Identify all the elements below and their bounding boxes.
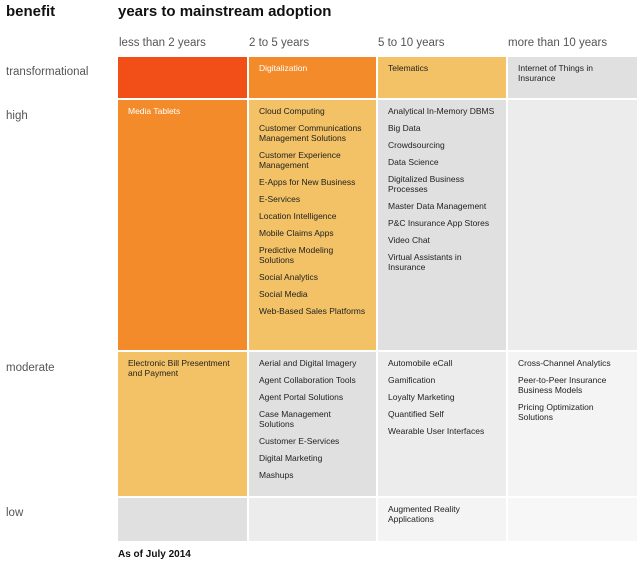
technology-item: Analytical In-Memory DBMS [388,106,495,116]
as-of-date: As of July 2014 [118,549,191,560]
technology-item: Peer-to-Peer Insurance Business Models [518,375,607,395]
technology-item: Data Science [388,157,439,167]
technology-item: Electronic Bill Presentment and Payment [128,358,230,378]
technology-item: Big Data [388,123,421,133]
technology-item: Digitalized Business Processes [388,174,465,194]
column-header-less-than-2-years: less than 2 years [119,37,206,49]
chart-title: years to mainstream adoption [118,3,332,20]
technology-item: Customer Experience Management [259,150,341,170]
technology-item: Augmented Reality Applications [388,504,460,524]
technology-item: Agent Portal Solutions [259,392,344,402]
technology-item: Pricing Optimization Solutions [518,402,594,422]
technology-item: Social Analytics [259,272,319,282]
technology-item: Web-Based Sales Platforms [259,306,366,316]
technology-item: Cross-Channel Analytics [518,358,611,368]
benefit-heading: benefit [6,3,56,20]
technology-item: Digital Marketing [259,453,323,463]
cell-high-2-to-5-years: Cloud Computing Customer Communications M… [249,100,376,350]
cell-moderate-2-to-5-years: Aerial and Digital Imagery Agent Collabor… [249,352,376,496]
technology-item: Master Data Management [388,201,487,211]
technology-item: Cloud Computing [259,106,325,116]
cell-low-2-to-5-years [249,498,376,541]
cell-low-5-to-10-years: Augmented Reality Applications [378,498,506,541]
technology-item: Media Tablets [128,106,181,116]
technology-item: Aerial and Digital Imagery [259,358,357,368]
technology-item: E-Services [259,194,301,204]
technology-item: Customer E-Services [259,436,340,446]
technology-item: Predictive Modeling Solutions [259,245,334,265]
row-header-moderate: moderate [6,362,55,374]
cell-high-less-than-2-years: Media Tablets [118,100,247,350]
row-header-transformational: transformational [6,66,89,78]
cell-moderate-5-to-10-years: Automobile eCall Gamification Loyalty Mark… [378,352,506,496]
technology-item: Location Intelligence [259,211,337,221]
technology-item: Customer Communications Management Solut… [259,123,362,143]
technology-item: Internet of Things in Insurance [518,63,593,83]
cell-moderate-less-than-2-years: Electronic Bill Presentment and Payment [118,352,247,496]
technology-item: Digitalization [259,63,308,73]
technology-item: Social Media [259,289,308,299]
technology-item: Gamification [388,375,436,385]
cell-transformational-more-than-10-years: Internet of Things in Insurance [508,57,637,98]
cell-low-less-than-2-years [118,498,247,541]
row-header-low: low [6,507,24,519]
technology-item: Wearable User Interfaces [388,426,485,436]
technology-item: Crowdsourcing [388,140,445,150]
cell-moderate-more-than-10-years: Cross-Channel Analytics Peer-to-Peer Insu… [508,352,637,496]
column-header-5-to-10-years: 5 to 10 years [378,37,445,49]
technology-item: Loyalty Marketing [388,392,455,402]
technology-item: Automobile eCall [388,358,453,368]
technology-item: Case Management Solutions [259,409,331,429]
technology-item: Agent Collaboration Tools [259,375,356,385]
technology-item: E-Apps for New Business [259,177,356,187]
technology-item: Quantified Self [388,409,444,419]
cell-high-more-than-10-years [508,100,637,350]
row-header-high: high [6,110,28,122]
technology-item: Mobile Claims Apps [259,228,334,238]
technology-item: Mashups [259,470,294,480]
column-header-2-to-5-years: 2 to 5 years [249,37,310,49]
technology-item: Video Chat [388,235,430,245]
cell-high-5-to-10-years: Analytical In-Memory DBMS Big Data Crowdso… [378,100,506,350]
technology-item: Virtual Assistants in Insurance [388,252,462,272]
cell-transformational-5-to-10-years: Telematics [378,57,506,98]
technology-item: Telematics [388,63,429,73]
cell-transformational-2-to-5-years: Digitalization [249,57,376,98]
column-header-more-than-10-years: more than 10 years [508,37,608,49]
cell-transformational-less-than-2-years [118,57,247,98]
technology-item: P&C Insurance App Stores [388,218,490,228]
cell-low-more-than-10-years [508,498,637,541]
